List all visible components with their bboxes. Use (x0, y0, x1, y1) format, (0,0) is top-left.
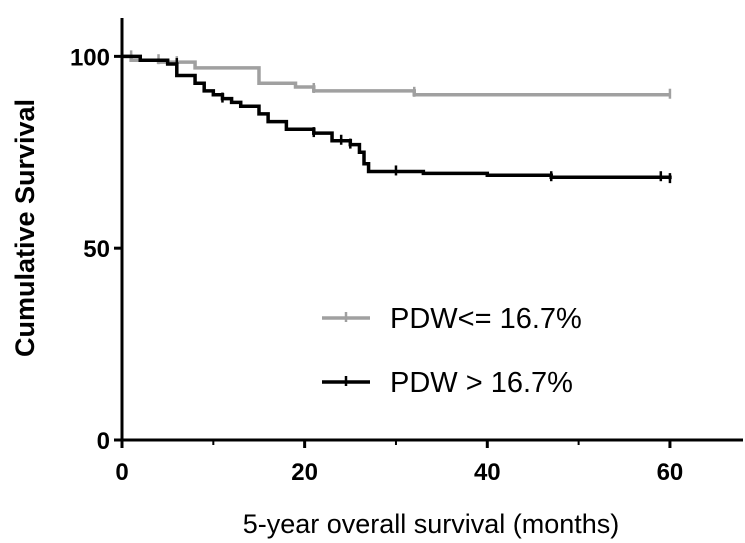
x-tick-label: 60 (657, 459, 684, 486)
legend-label-2: PDW > 16.7% (390, 367, 573, 399)
x-axis-title: 5-year overall survival (months) (243, 509, 620, 539)
series-line-2 (122, 54, 672, 180)
axes-layer: 0 20 40 60 0 50 100 (70, 18, 743, 486)
x-tick-label: 0 (115, 459, 128, 486)
y-tick-label: 50 (83, 236, 110, 263)
x-tick-label: 20 (291, 459, 318, 486)
y-tick-label: 0 (97, 428, 110, 455)
series-layer (122, 50, 672, 184)
y-axis-title: Cumulative Survival (10, 99, 40, 357)
x-tick-label: 40 (474, 459, 501, 486)
legend-label-1: PDW<= 16.7% (390, 303, 582, 335)
y-tick-label: 100 (70, 44, 110, 71)
legend: PDW<= 16.7% PDW > 16.7% (322, 303, 582, 399)
